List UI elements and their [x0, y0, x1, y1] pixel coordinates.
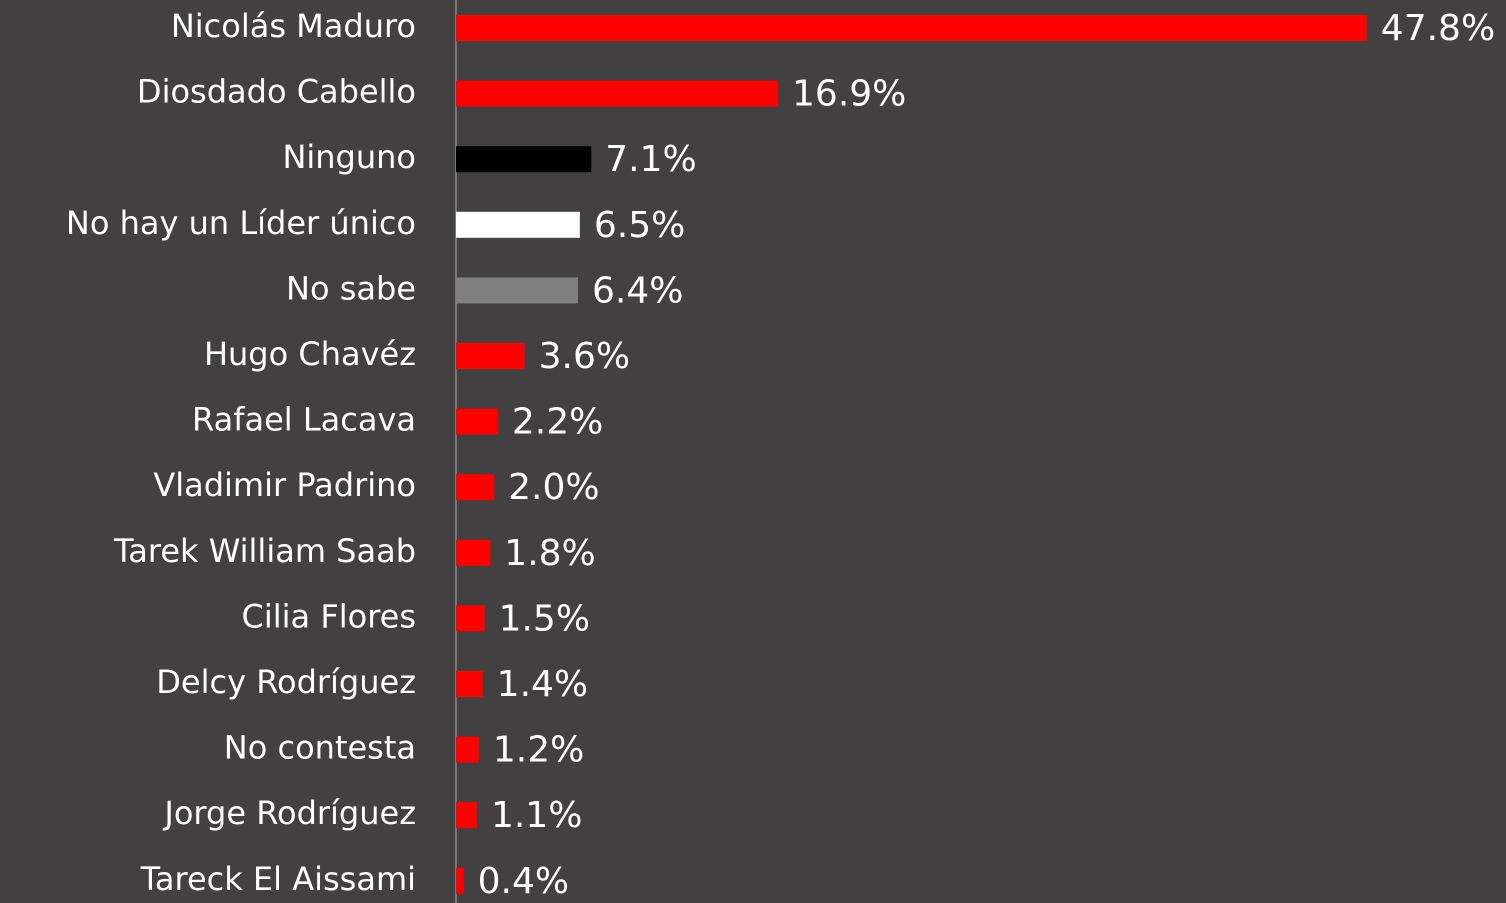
category-label: Rafael Lacava: [192, 401, 416, 439]
value-label: 1.1%: [491, 795, 582, 836]
category-label: No sabe: [286, 269, 416, 307]
bar: [456, 605, 485, 632]
value-label: 6.4%: [592, 270, 683, 311]
value-label: 2.0%: [508, 467, 599, 508]
value-label: 3.6%: [539, 336, 630, 377]
bar: [456, 867, 464, 894]
value-label: 47.8%: [1381, 8, 1495, 49]
bar: [456, 671, 483, 697]
bar: [456, 211, 580, 238]
bar: [456, 802, 477, 829]
category-label: Tarek William Saab: [113, 532, 416, 570]
category-label: Cilia Flores: [242, 597, 416, 635]
value-label: 16.9%: [792, 74, 906, 115]
value-label: 2.2%: [512, 402, 603, 443]
category-label: No contesta: [224, 729, 416, 767]
value-label: 1.4%: [497, 664, 588, 705]
bar: [456, 277, 578, 304]
bar: [456, 736, 479, 763]
value-label: 7.1%: [605, 139, 696, 180]
bar: [456, 474, 495, 501]
category-label: Vladimir Padrino: [153, 466, 416, 504]
bar: [456, 408, 498, 435]
value-label: 1.5%: [499, 598, 590, 639]
bar: [456, 80, 779, 107]
category-label: Delcy Rodríguez: [156, 663, 416, 701]
value-label: 6.5%: [594, 205, 685, 246]
category-label: Jorge Rodríguez: [162, 794, 416, 832]
value-label: 1.8%: [504, 533, 595, 574]
category-label: No hay un Líder único: [66, 204, 416, 242]
value-label: 1.2%: [493, 730, 584, 771]
value-label: 0.4%: [478, 861, 569, 902]
category-label: Tareck El Aissami: [140, 860, 416, 898]
bar: [456, 15, 1367, 41]
category-label: Hugo Chavéz: [204, 335, 416, 373]
category-label: Ninguno: [282, 138, 416, 176]
category-label: Nicolás Maduro: [171, 7, 416, 45]
bar: [456, 343, 525, 369]
bar: [456, 539, 491, 566]
category-label: Diosdado Cabello: [137, 73, 416, 111]
bar: [456, 146, 592, 173]
